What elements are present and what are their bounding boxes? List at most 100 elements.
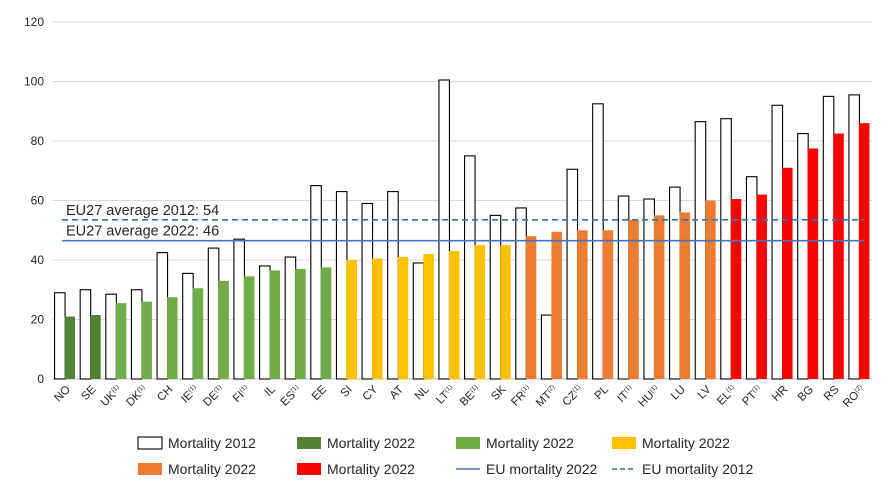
bar-2012 [566, 168, 579, 380]
bar-2022 [577, 230, 588, 379]
x-tick-footnote: (1) [187, 384, 198, 395]
x-tick-label: EE [310, 383, 330, 403]
x-tick-label: PT(1) [740, 384, 761, 409]
x-tick-label: AT [388, 384, 406, 402]
x-tick-code: BG [796, 384, 816, 404]
bar-2022 [346, 260, 357, 379]
x-tick-footnote: (1) [623, 384, 634, 395]
bar-2022 [167, 297, 178, 379]
x-tick-text: NL [413, 383, 432, 402]
x-tick-text: IT(1) [615, 384, 636, 405]
legend-item: Mortality 2022 [456, 435, 574, 451]
x-tick-label: IL [263, 383, 279, 399]
x-tick-text: EE [310, 383, 330, 403]
x-tick-code: NL [413, 383, 432, 402]
x-tick-text: AT [388, 384, 406, 402]
x-tick-text: SI [339, 384, 355, 400]
bar-2022 [448, 251, 460, 379]
x-tick-footnote: (1) [648, 384, 659, 395]
x-tick-label: IT(1) [615, 384, 636, 405]
x-tick-footnote: (2) [853, 384, 864, 395]
x-tick-label: LT(1) [434, 384, 457, 407]
x-tick-label: CH [155, 384, 175, 404]
legend-swatch [612, 437, 636, 449]
bar-2012 [310, 185, 322, 380]
x-tick-code: SK [489, 383, 509, 403]
bar-2012 [540, 314, 553, 380]
x-tick-text: MT(2) [534, 384, 560, 410]
legend-label: Mortality 2012 [168, 435, 256, 451]
x-tick-footnote: (1) [110, 384, 121, 395]
bar-2022 [858, 123, 870, 380]
legend-label: Mortality 2022 [327, 435, 415, 451]
legend-item: Mortality 2012 [137, 435, 256, 451]
bar-2022 [500, 245, 511, 379]
x-tick-label: HU(1) [636, 384, 662, 410]
legend-item: EU mortality 2022 [456, 461, 597, 477]
bar-2012 [130, 289, 143, 380]
legend-swatch [138, 463, 162, 475]
bar-2022 [782, 167, 793, 379]
legend-label: EU mortality 2012 [642, 461, 753, 477]
reference-lines: EU27 average 2012: 54 EU27 average 2022: … [62, 203, 864, 242]
bar-2022 [474, 245, 486, 379]
legend-swatch [297, 437, 321, 449]
legend-label: Mortality 2022 [486, 435, 574, 451]
y-tick-label: 20 [31, 313, 45, 327]
y-tick-label: 60 [31, 194, 45, 208]
x-tick-footnote: (1) [213, 384, 224, 395]
bar-2012 [105, 293, 117, 380]
bar-2022 [218, 280, 229, 379]
x-tick-footnote: (1) [469, 384, 480, 395]
bar-2022 [730, 199, 742, 379]
bar-2012 [617, 195, 630, 380]
x-tick-label: RO(2) [841, 384, 864, 410]
legend-swatch [137, 436, 163, 450]
bar-2022 [320, 267, 332, 379]
x-tick-footnote: (1) [136, 384, 147, 395]
x-tick-code: NO [52, 384, 73, 405]
bar-2012 [669, 186, 681, 380]
bar-2012 [79, 289, 92, 380]
legend-item: Mortality 2022 [297, 461, 415, 477]
bar-2012 [412, 262, 425, 380]
bar-2022 [243, 276, 255, 379]
bar-2012 [182, 272, 194, 380]
bar-2022 [423, 254, 434, 379]
x-tick-label: BG [796, 384, 816, 404]
x-tick-text: HU(1) [636, 384, 662, 410]
bar-2022 [705, 200, 716, 379]
x-tick-label: PL [593, 383, 612, 402]
x-tick-text: BE(1) [458, 384, 483, 409]
x-tick-footnote: (1) [443, 384, 454, 395]
bar-2012 [156, 252, 169, 380]
x-tick-text: DK(1) [124, 384, 149, 409]
x-tick-footnote: (1) [725, 384, 736, 395]
legend-item: EU mortality 2012 [612, 461, 753, 477]
bar-2022 [141, 301, 152, 379]
x-tick-label: NL [413, 383, 432, 402]
x-tick-code: RS [822, 383, 842, 403]
x-tick-code: CH [155, 384, 175, 404]
x-tick-text: LT(1) [434, 384, 457, 407]
x-tick-footnote: (1) [520, 384, 531, 395]
bar-2012 [233, 238, 245, 380]
y-tick-label: 120 [24, 15, 44, 29]
bar-2022 [90, 315, 101, 379]
x-axis-tick-labels: NO SE UK(1)DK(1) CH IE(1)DE(1)FI(1) IL ES(1) EE… [52, 383, 864, 410]
bar-2012 [464, 155, 476, 380]
x-tick-label: EL(1) [715, 384, 736, 408]
x-tick-label: DE(1) [201, 384, 224, 409]
bar-2012 [284, 256, 297, 380]
eu-average-2012-label: EU27 average 2012: 54 [66, 203, 219, 219]
bar-2022 [833, 133, 844, 379]
x-tick-label: BE(1) [458, 384, 483, 409]
x-tick-text: LV [696, 383, 714, 401]
y-axis-tick-labels: 0 20 40 60 80 100 120 [24, 15, 44, 386]
x-tick-label: LU [669, 384, 688, 403]
x-tick-code: SE [79, 383, 99, 403]
x-tick-text: LU [669, 384, 688, 403]
x-tick-text: BG [796, 384, 816, 404]
bar-2012 [848, 94, 860, 380]
bar-2012 [720, 118, 732, 380]
